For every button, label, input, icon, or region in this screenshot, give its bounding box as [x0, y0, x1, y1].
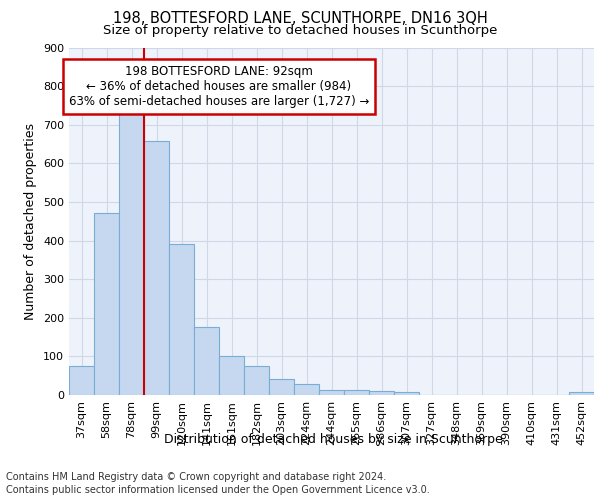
Bar — [319, 390, 344, 395]
Bar — [144, 141, 169, 395]
Bar — [194, 328, 219, 395]
Text: 198, BOTTESFORD LANE, SCUNTHORPE, DN16 3QH: 198, BOTTESFORD LANE, SCUNTHORPE, DN16 3… — [113, 11, 487, 26]
Bar — [269, 379, 294, 395]
Text: Contains public sector information licensed under the Open Government Licence v3: Contains public sector information licen… — [6, 485, 430, 495]
Y-axis label: Number of detached properties: Number of detached properties — [25, 122, 37, 320]
Text: Distribution of detached houses by size in Scunthorpe: Distribution of detached houses by size … — [164, 432, 502, 446]
Bar — [294, 384, 319, 395]
Bar — [169, 244, 194, 395]
Bar — [94, 213, 119, 395]
Bar — [369, 391, 394, 395]
Bar — [244, 366, 269, 395]
Bar — [344, 390, 369, 395]
Text: Size of property relative to detached houses in Scunthorpe: Size of property relative to detached ho… — [103, 24, 497, 37]
Text: Contains HM Land Registry data © Crown copyright and database right 2024.: Contains HM Land Registry data © Crown c… — [6, 472, 386, 482]
Bar — [219, 356, 244, 395]
Bar — [69, 366, 94, 395]
Bar — [394, 392, 419, 395]
Text: 198 BOTTESFORD LANE: 92sqm
← 36% of detached houses are smaller (984)
63% of sem: 198 BOTTESFORD LANE: 92sqm ← 36% of deta… — [69, 65, 369, 108]
Bar — [119, 113, 144, 395]
Bar — [569, 392, 594, 395]
